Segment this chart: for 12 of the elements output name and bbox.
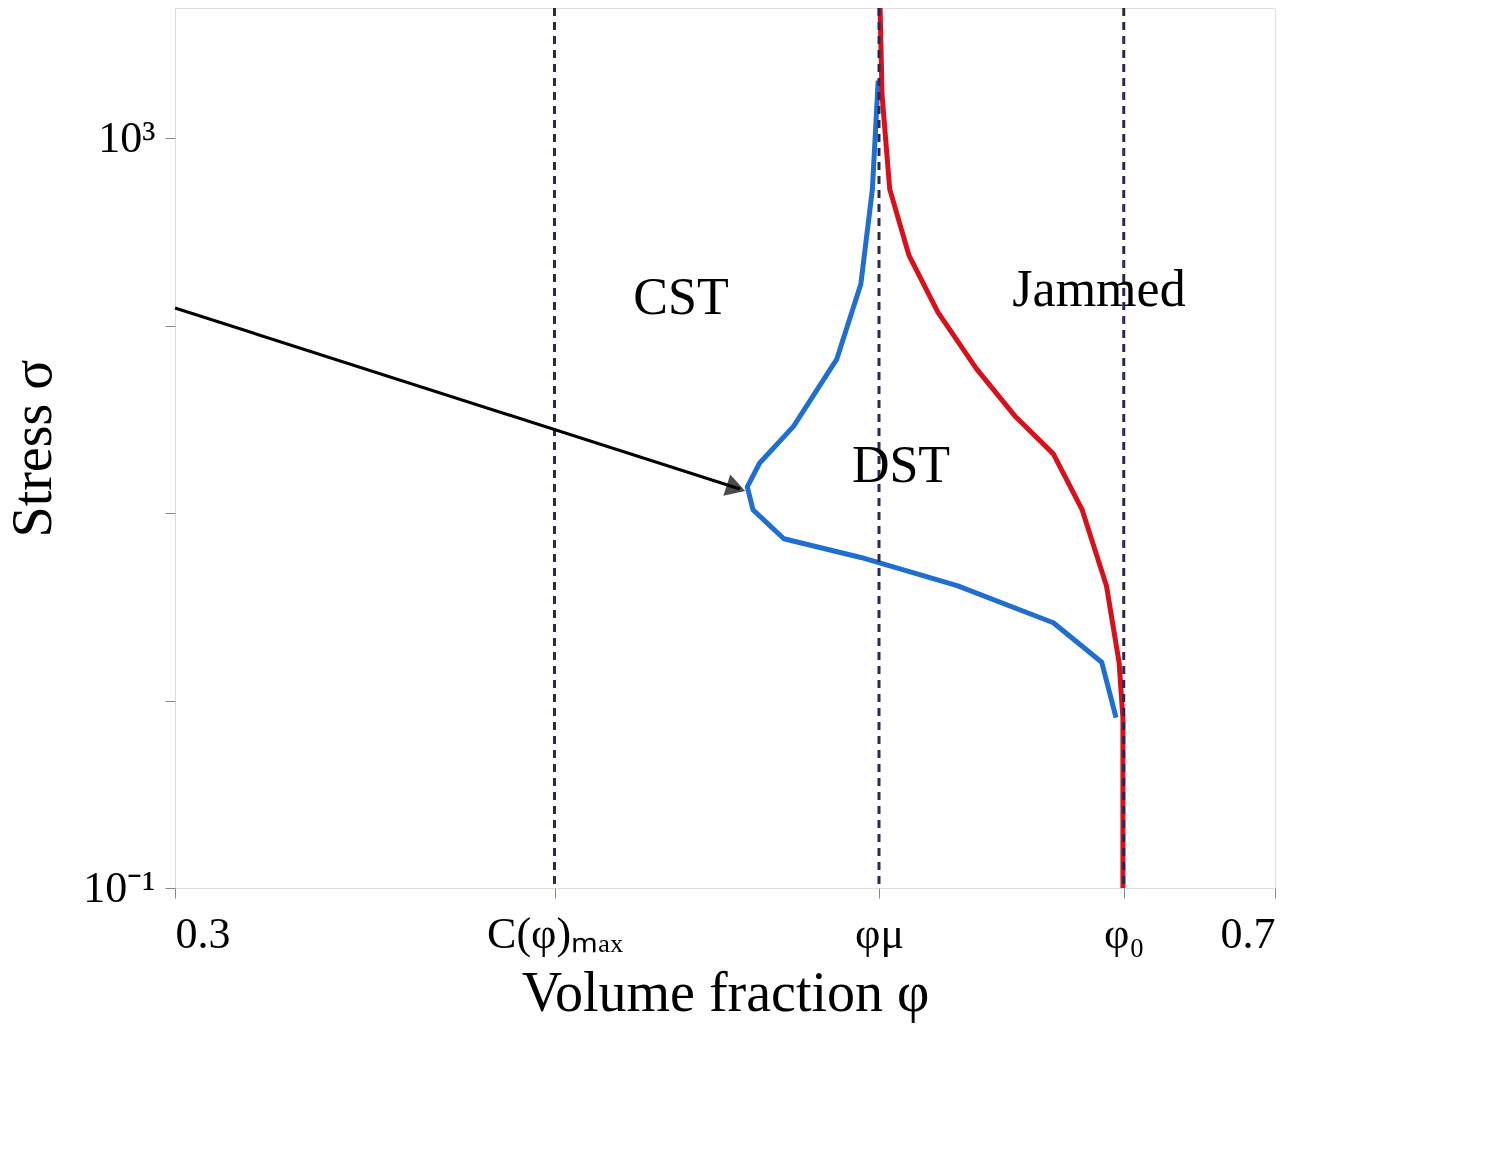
- annotation: DST: [851, 435, 951, 493]
- x-tick-label: φμ: [855, 908, 904, 958]
- annotation: Jammed: [1012, 259, 1186, 317]
- x-tick-label: φ₀: [1103, 908, 1145, 958]
- x-tick-label: 0.3: [175, 908, 231, 958]
- y-axis-title: Stress σ: [1, 359, 64, 538]
- annotation: CST: [633, 268, 729, 326]
- x-tick-label: 0.7: [1220, 908, 1276, 958]
- x-tick-label: C(φ)ₘₐₓ: [487, 908, 624, 958]
- y-tick-label: 10⁻¹: [83, 862, 156, 912]
- x-axis-title: Volume fraction φ: [521, 960, 930, 1023]
- y-tick-label: 10³: [98, 112, 156, 162]
